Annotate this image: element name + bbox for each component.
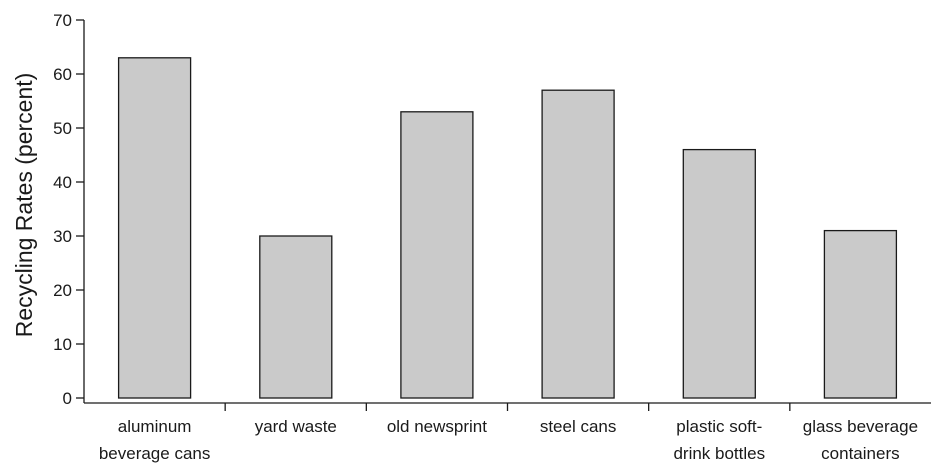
tick-labels: 0 10 20 30 40 50 60 70 aluminum beverage cans yard… bbox=[53, 11, 918, 463]
x-category-label: aluminum beverage cans bbox=[99, 417, 211, 463]
x-category-label: yard waste bbox=[255, 417, 337, 436]
bar-4 bbox=[541, 89, 615, 399]
x-category-label: steel cans bbox=[540, 417, 617, 436]
y-tick-label: 0 bbox=[63, 389, 72, 408]
y-tick-label: 20 bbox=[53, 281, 72, 300]
axes bbox=[76, 19, 931, 411]
bar-5 bbox=[682, 148, 756, 399]
y-tick-label: 60 bbox=[53, 65, 72, 84]
bar-6 bbox=[823, 229, 898, 399]
x-category-label: old newsprint bbox=[387, 417, 487, 436]
y-tick-label: 40 bbox=[53, 173, 72, 192]
x-category-label: glass beverage containers bbox=[803, 417, 918, 463]
bar-1 bbox=[117, 57, 192, 399]
y-tick-label: 10 bbox=[53, 335, 72, 354]
y-tick-label: 70 bbox=[53, 11, 72, 30]
y-tick-label: 30 bbox=[53, 227, 72, 246]
y-tick-label: 50 bbox=[53, 119, 72, 138]
bar-2 bbox=[259, 235, 333, 399]
bar-3 bbox=[400, 111, 474, 399]
x-category-label: plastic soft-drink bottles bbox=[673, 417, 765, 463]
bars bbox=[117, 57, 898, 399]
y-axis-title: Recycling Rates (percent) bbox=[11, 73, 37, 338]
